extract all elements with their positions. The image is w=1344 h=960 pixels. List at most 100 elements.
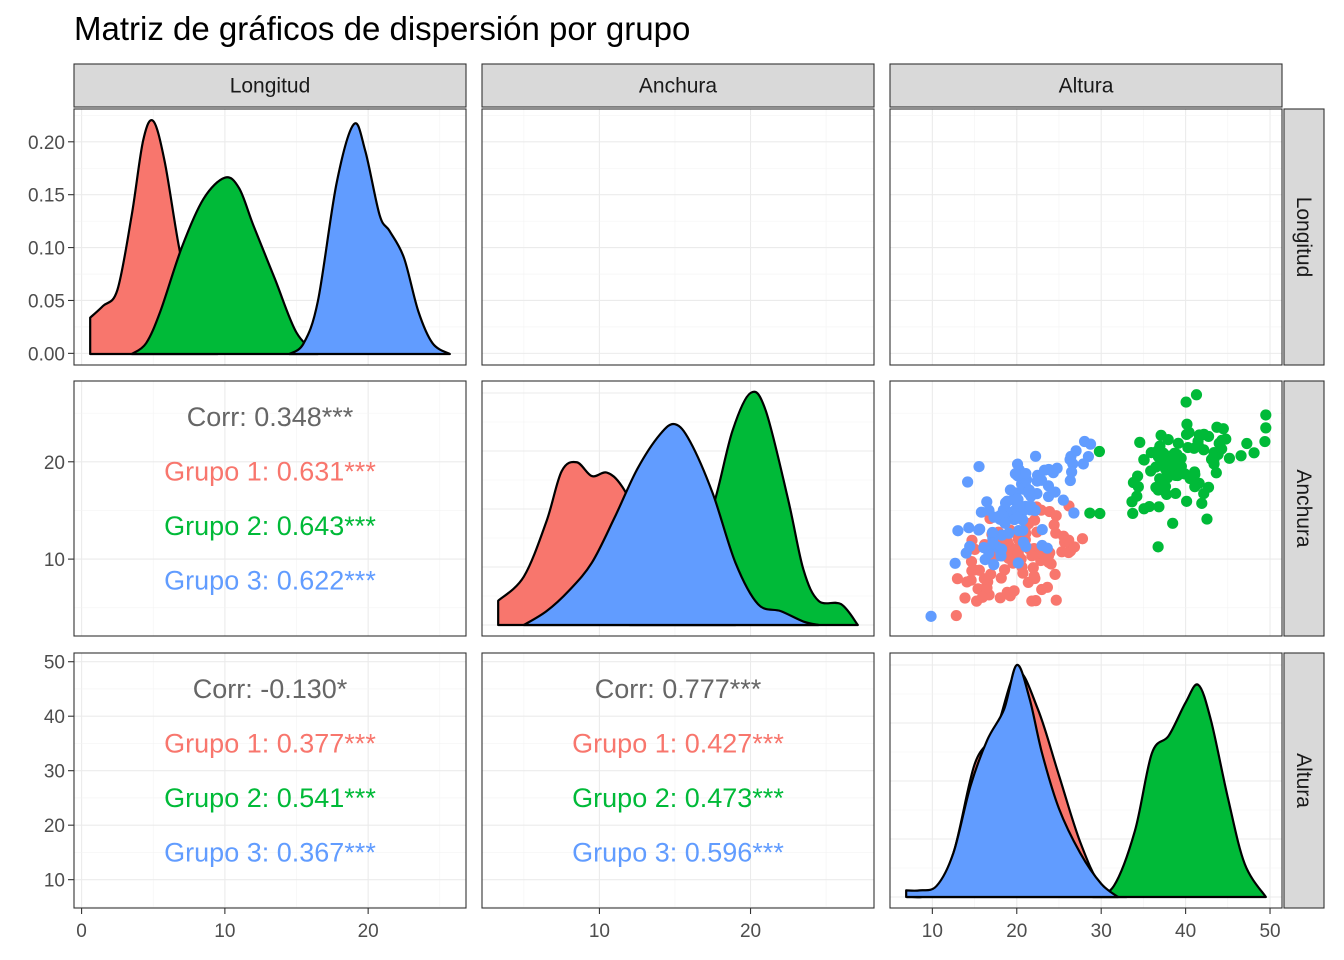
density-altura-grupo-2: [1091, 683, 1267, 899]
point-grupo-1: [1050, 527, 1062, 539]
panel-border: [73, 108, 467, 366]
point-grupo-3: [1025, 500, 1037, 512]
point-grupo-2: [1093, 445, 1105, 458]
panel-border: [889, 652, 1283, 909]
point-grupo-3: [962, 476, 974, 488]
panel-background: [74, 653, 466, 908]
point-grupo-3: [925, 610, 937, 622]
strip-top-altura: Altura: [889, 63, 1283, 108]
point-grupo-2: [1202, 430, 1215, 443]
corr-grupo-3-label: Grupo 3: 0.622***: [164, 566, 376, 596]
strip-background: [1283, 108, 1325, 366]
point-grupo-2: [1172, 437, 1184, 449]
strip-top-longitud: Longitud: [73, 63, 467, 108]
point-grupo-2: [1084, 507, 1096, 519]
strip-label: Longitud: [1292, 197, 1315, 278]
point-grupo-3: [1043, 463, 1055, 476]
strip-top-anchura: Anchura: [481, 63, 875, 108]
point-grupo-3: [1051, 462, 1063, 474]
point-grupo-1: [978, 573, 990, 585]
y-tick-label: 0.15: [28, 186, 65, 207]
strip-background: [73, 63, 467, 108]
point-grupo-3: [1011, 511, 1024, 524]
y-tick-label: 10: [44, 871, 65, 892]
corr-grupo-1-label: Grupo 1: 0.427***: [572, 729, 784, 759]
point-grupo-3: [949, 557, 961, 569]
point-grupo-1: [1026, 595, 1038, 607]
panel-background: [890, 381, 1282, 636]
point-grupo-2: [1241, 437, 1253, 450]
x-tick-label: 20: [740, 921, 761, 942]
point-grupo-3: [960, 547, 972, 559]
panel-border: [481, 652, 875, 909]
point-grupo-1: [1012, 547, 1024, 559]
point-grupo-2: [1159, 480, 1172, 493]
point-grupo-3: [981, 496, 993, 508]
point-grupo-3: [973, 460, 985, 473]
panel-border: [73, 380, 467, 637]
point-grupo-1: [1050, 510, 1062, 522]
y-tick-label: 10: [44, 550, 65, 571]
point-grupo-1: [950, 609, 962, 622]
point-grupo-3: [1041, 542, 1053, 554]
point-grupo-3: [1011, 458, 1024, 470]
corr-total-label: Corr: -0.130*: [193, 674, 348, 704]
x-tick-label: 10: [922, 921, 943, 942]
x-tick-label: 20: [1006, 921, 1027, 942]
point-grupo-1: [1050, 594, 1062, 606]
x-tick-label: 20: [358, 921, 379, 942]
strip-right-altura: Altura: [1283, 652, 1325, 909]
point-grupo-1: [1028, 570, 1040, 582]
y-axis-longitud: 0.00 0.05 0.10 0.15 0.20: [28, 133, 74, 365]
x-axis-anchura: 10 20: [589, 908, 761, 942]
point-grupo-1: [995, 572, 1007, 584]
chart-title: Matriz de gráficos de dispersión por gru…: [74, 10, 690, 47]
point-grupo-3: [978, 542, 990, 554]
point-grupo-2: [1169, 487, 1182, 500]
point-grupo-3: [1036, 523, 1048, 536]
y-tick-label: 0.05: [28, 291, 65, 312]
point-grupo-2: [1180, 396, 1192, 408]
point-grupo-3: [1023, 484, 1035, 496]
strip-label: Anchura: [639, 75, 718, 98]
point-grupo-2: [1248, 447, 1260, 459]
point-grupo-3: [1029, 450, 1042, 462]
point-grupo-3: [1068, 507, 1080, 519]
panel-altura-longitud: Corr: -0.130* Grupo 1: 0.377*** Grupo 2: 0…: [73, 652, 467, 909]
point-grupo-2: [1198, 487, 1210, 500]
point-grupo-2: [1198, 444, 1210, 456]
point-grupo-2: [1152, 451, 1164, 463]
point-grupo-1: [961, 576, 973, 588]
point-grupo-2: [1171, 469, 1184, 482]
point-grupo-2: [1153, 501, 1165, 513]
corr-total-label: Corr: 0.348***: [187, 402, 354, 432]
strip-background: [481, 63, 875, 108]
point-grupo-3: [988, 559, 1000, 571]
point-grupo-2: [1260, 422, 1272, 434]
strip-right-anchura: Anchura: [1283, 380, 1325, 637]
panel-border: [73, 652, 467, 909]
panel-background: [482, 653, 874, 908]
corr-total-label: Corr: 0.777***: [595, 674, 762, 704]
point-grupo-2: [1132, 470, 1144, 482]
point-grupo-2: [1094, 507, 1106, 520]
point-grupo-3: [1017, 524, 1029, 537]
point-grupo-3: [974, 523, 986, 535]
y-tick-label: 20: [44, 453, 65, 474]
point-grupo-1: [1068, 541, 1081, 553]
point-grupo-3: [1049, 486, 1061, 498]
panel-border: [481, 380, 875, 637]
point-grupo-3: [1009, 492, 1021, 504]
point-grupo-2: [1189, 481, 1201, 493]
panel-border: [889, 108, 1283, 366]
x-axis-longitud: 0 10 20: [76, 908, 379, 942]
point-grupo-2: [1223, 452, 1236, 464]
x-tick-label: 50: [1259, 921, 1280, 942]
panel-layer: Corr: 0.348*** Grupo 1: 0.631*** Grupo 2: …: [28, 63, 1325, 942]
y-axis-anchura: 10 20: [44, 453, 74, 571]
point-grupo-2: [1154, 473, 1166, 485]
point-grupo-3: [1004, 484, 1017, 496]
point-grupo-2: [1190, 389, 1203, 401]
panel-longitud-altura: [889, 108, 1283, 366]
point-grupo-3: [1020, 467, 1032, 480]
